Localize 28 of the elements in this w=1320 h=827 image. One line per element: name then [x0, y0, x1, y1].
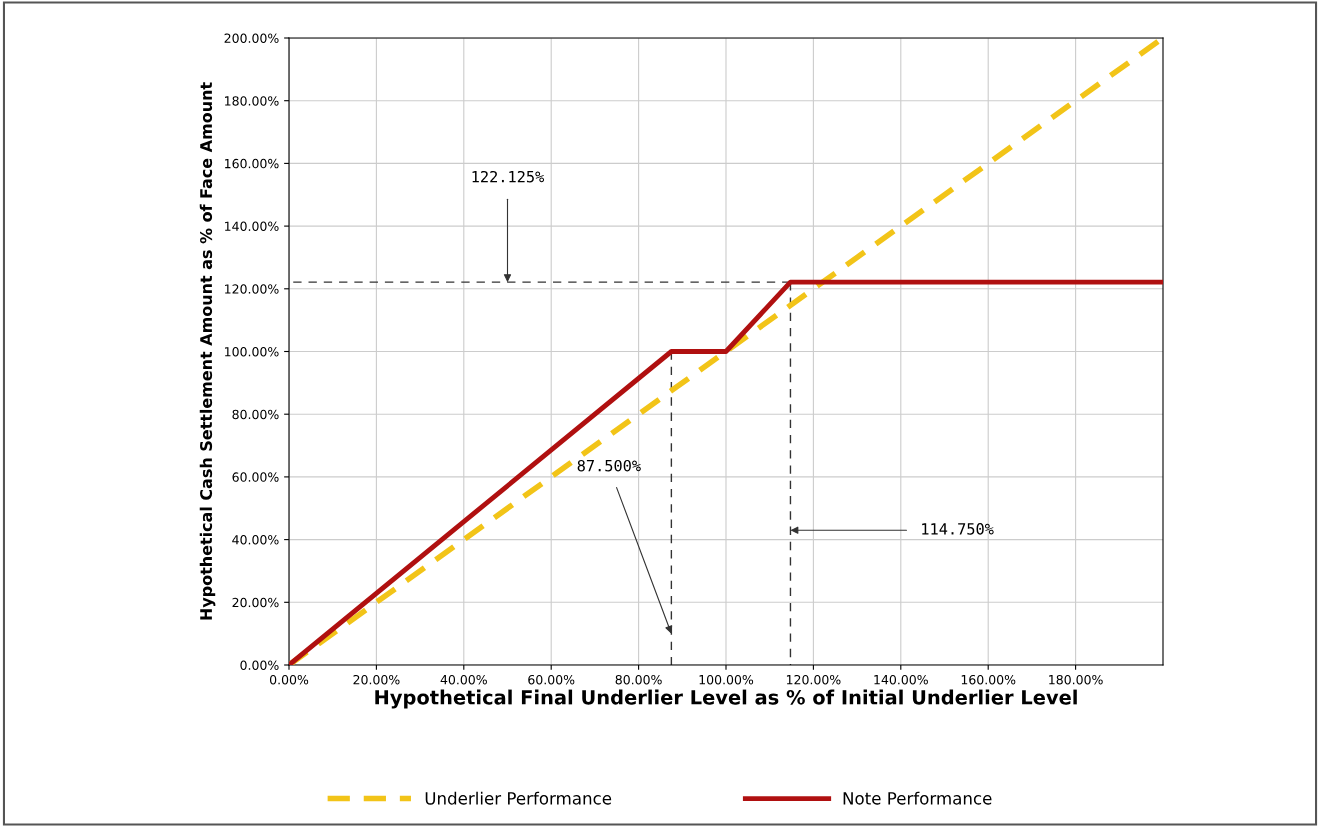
- annotation: 122.125%: [472, 170, 545, 183]
- x-tick-label: 20.00%: [353, 674, 400, 685]
- x-tick-label: 40.00%: [440, 674, 487, 685]
- x-tick-label: 0.00%: [269, 674, 309, 685]
- annotation: 87.500%: [577, 459, 641, 472]
- y-tick-label: 0.00%: [240, 660, 279, 670]
- legend-label: Underlier Performance: [425, 791, 612, 805]
- x-tick-label: 80.00%: [615, 674, 662, 685]
- x-tick-label: 60.00%: [528, 674, 575, 685]
- x-tick-label: 120.00%: [786, 674, 841, 685]
- legend-label: Note Performance: [843, 791, 992, 805]
- y-tick-label: 40.00%: [232, 535, 279, 545]
- x-tick-label: 100.00%: [699, 674, 754, 685]
- x-tick-label: 140.00%: [874, 674, 928, 685]
- y-tick-label: 200.00%: [224, 33, 279, 43]
- x-tick-label: 180.00%: [1049, 674, 1103, 685]
- annotation: 114.750%: [922, 523, 994, 535]
- y-tick-label: 180.00%: [225, 96, 279, 106]
- x-tick-label: 160.00%: [961, 674, 1016, 685]
- x-axis-title: Hypothetical Final Underlier Level as % of Initial Underlier Level: [375, 689, 1077, 709]
- y-tick-label: 100.00%: [225, 346, 279, 357]
- y-tick-label: 120.00%: [225, 284, 279, 294]
- y-tick-label: 20.00%: [232, 597, 279, 608]
- y-tick-label: 60.00%: [232, 472, 279, 482]
- y-tick-label: 80.00%: [232, 409, 279, 420]
- y-tick-label: 160.00%: [225, 158, 279, 169]
- y-axis-title: Hypothetical Cash Settlement Amount as % of Face Amount: [199, 82, 216, 620]
- y-tick-label: 140.00%: [225, 221, 279, 232]
